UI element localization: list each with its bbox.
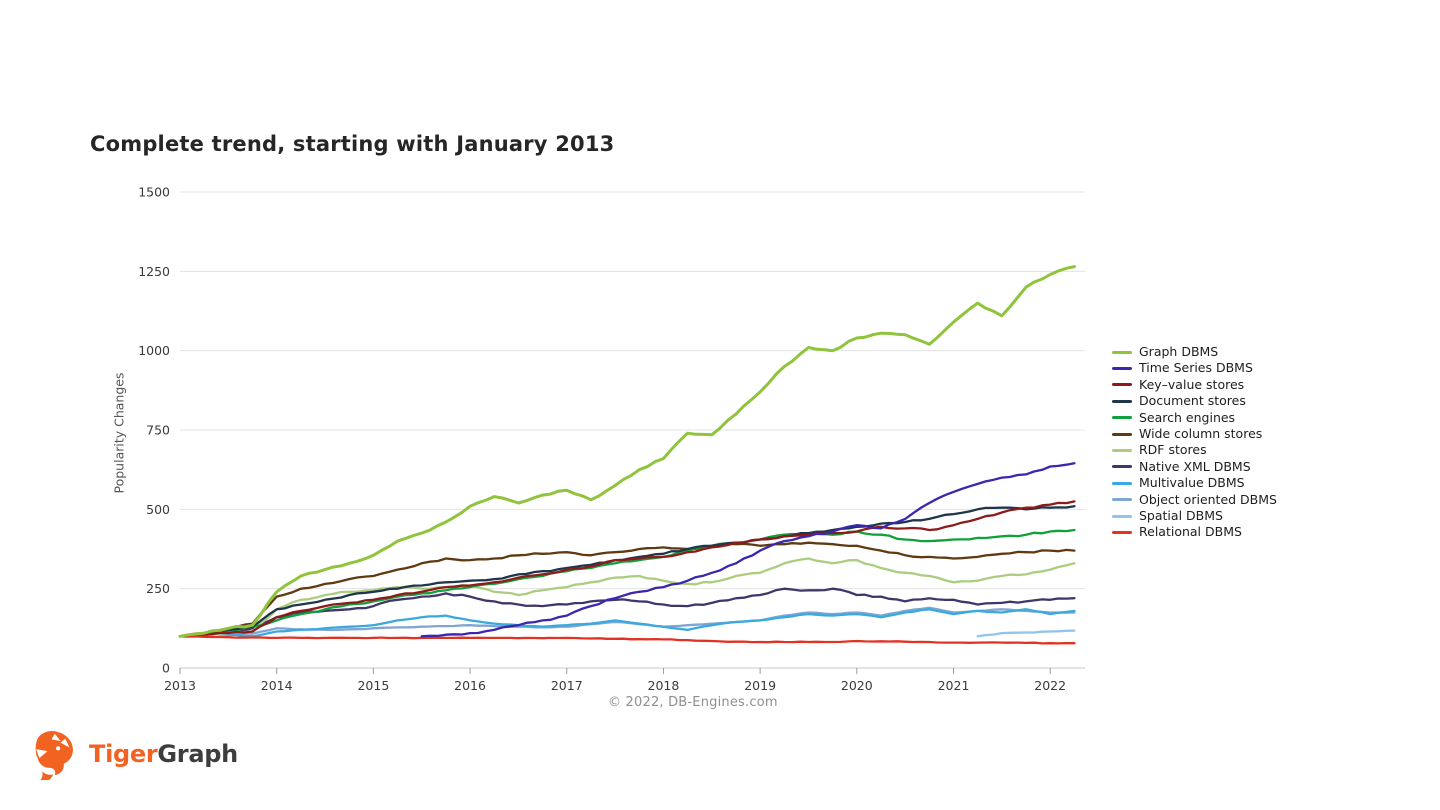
legend-item-spatial-dbms[interactable]: Spatial DBMS xyxy=(1112,508,1277,524)
series-line-wide-column-stores xyxy=(178,541,1076,638)
legend-label-search-engines: Search engines xyxy=(1139,409,1236,425)
y-tick-label-1000: 1000 xyxy=(138,343,170,358)
legend-item-wide-column-stores[interactable]: Wide column stores xyxy=(1112,426,1277,442)
series-line-key-value-stores xyxy=(178,500,1076,638)
x-tick-label-2020: 2020 xyxy=(841,678,873,693)
legend-label-wide-column-stores: Wide column stores xyxy=(1139,425,1263,441)
legend-item-document-stores[interactable]: Document stores xyxy=(1112,393,1277,409)
legend-item-search-engines[interactable]: Search engines xyxy=(1112,410,1277,426)
tigergraph-logo: TigerGraph xyxy=(28,728,238,780)
chart-legend: Graph DBMS Time Series DBMS Key–value stor… xyxy=(1112,344,1277,541)
legend-swatch-native-xml-dbms xyxy=(1112,465,1132,469)
legend-label-native-xml-dbms: Native XML DBMS xyxy=(1139,458,1251,474)
series-line-time-series-dbms xyxy=(420,462,1076,638)
y-tick-label-0: 0 xyxy=(162,661,170,676)
logo-text-tiger: Tiger xyxy=(89,740,158,768)
tiger-icon xyxy=(35,730,73,780)
x-tick-label-2014: 2014 xyxy=(261,678,293,693)
series-line-rdf-stores xyxy=(178,557,1076,638)
x-tick-label-2019: 2019 xyxy=(744,678,776,693)
y-tick-label-750: 750 xyxy=(146,423,170,438)
x-tick-label-2022: 2022 xyxy=(1034,678,1066,693)
x-tick-label-2017: 2017 xyxy=(551,678,583,693)
chart-copyright: © 2022, DB-Engines.com xyxy=(608,695,778,710)
legend-swatch-object-oriented-dbms xyxy=(1112,498,1132,502)
legend-swatch-multivalue-dbms xyxy=(1112,481,1132,485)
legend-item-graph-dbms[interactable]: Graph DBMS xyxy=(1112,344,1277,360)
series-line-native-xml-dbms xyxy=(178,587,1076,638)
legend-swatch-key-value-stores xyxy=(1112,383,1132,387)
chart-title: Complete trend, starting with January 20… xyxy=(90,132,615,156)
legend-label-rdf-stores: RDF stores xyxy=(1139,442,1207,458)
y-tick-label-1500: 1500 xyxy=(138,185,170,200)
legend-label-time-series-dbms: Time Series DBMS xyxy=(1139,360,1253,376)
legend-label-document-stores: Document stores xyxy=(1139,393,1246,409)
logo-text-graph: Graph xyxy=(157,740,238,768)
series-line-relational-dbms xyxy=(178,635,1076,645)
legend-swatch-search-engines xyxy=(1112,416,1132,420)
legend-swatch-relational-dbms xyxy=(1112,530,1132,534)
legend-label-relational-dbms: Relational DBMS xyxy=(1139,524,1242,540)
legend-item-time-series-dbms[interactable]: Time Series DBMS xyxy=(1112,360,1277,376)
x-tick-label-2015: 2015 xyxy=(357,678,389,693)
y-tick-label-250: 250 xyxy=(146,581,170,596)
legend-swatch-document-stores xyxy=(1112,399,1132,403)
series-line-graph-dbms xyxy=(178,265,1076,638)
legend-label-spatial-dbms: Spatial DBMS xyxy=(1139,507,1223,523)
x-tick-label-2013: 2013 xyxy=(164,678,196,693)
legend-label-graph-dbms: Graph DBMS xyxy=(1139,344,1219,359)
legend-swatch-wide-column-stores xyxy=(1112,432,1132,436)
tigergraph-wordmark: TigerGraph xyxy=(89,740,238,768)
series-line-multivalue-dbms xyxy=(178,608,1076,638)
legend-item-object-oriented-dbms[interactable]: Object oriented DBMS xyxy=(1112,492,1277,508)
y-tick-label-500: 500 xyxy=(146,502,170,517)
legend-item-native-xml-dbms[interactable]: Native XML DBMS xyxy=(1112,459,1277,475)
legend-item-rdf-stores[interactable]: RDF stores xyxy=(1112,442,1277,458)
legend-swatch-time-series-dbms xyxy=(1112,367,1132,371)
legend-item-key-value-stores[interactable]: Key–value stores xyxy=(1112,377,1277,393)
legend-label-key-value-stores: Key–value stores xyxy=(1139,376,1245,392)
legend-label-object-oriented-dbms: Object oriented DBMS xyxy=(1139,491,1277,507)
legend-item-multivalue-dbms[interactable]: Multivalue DBMS xyxy=(1112,475,1277,491)
legend-label-multivalue-dbms: Multivalue DBMS xyxy=(1139,475,1245,491)
legend-swatch-rdf-stores xyxy=(1112,449,1132,453)
legend-swatch-graph-dbms xyxy=(1112,350,1132,354)
x-tick-label-2016: 2016 xyxy=(454,678,486,693)
x-tick-label-2018: 2018 xyxy=(648,678,680,693)
x-tick-label-2021: 2021 xyxy=(938,678,970,693)
legend-swatch-spatial-dbms xyxy=(1112,514,1132,518)
series-line-search-engines xyxy=(178,528,1076,638)
y-tick-label-1250: 1250 xyxy=(138,264,170,279)
legend-item-relational-dbms[interactable]: Relational DBMS xyxy=(1112,524,1277,540)
series-line-spatial-dbms xyxy=(976,629,1076,638)
